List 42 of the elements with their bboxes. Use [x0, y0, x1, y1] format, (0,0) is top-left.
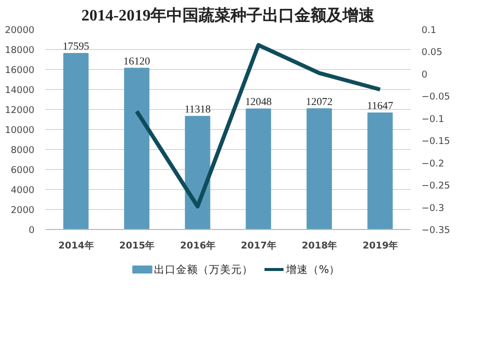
- y2-tick-label: −0.3: [422, 202, 444, 214]
- y2-tick-label: −0.1: [422, 114, 444, 125]
- y2-tick-label: 0.05: [422, 47, 442, 58]
- y-tick-label: 4000: [10, 185, 35, 196]
- x-tick-label: 2017年: [240, 240, 276, 252]
- x-tick-label: 2014年: [58, 240, 94, 252]
- y2-tick-label: −0.15: [422, 136, 450, 148]
- y-tick-label: 12000: [4, 105, 35, 116]
- y2-tick-label: 0: [422, 69, 428, 80]
- y-tick-label: 14000: [4, 85, 35, 96]
- bar: [184, 116, 210, 230]
- bar: [367, 112, 393, 230]
- y2-tick-label: −0.35: [422, 225, 450, 236]
- bar: [306, 108, 332, 230]
- y2-tick-label: −0.05: [422, 92, 450, 103]
- legend-label: 增速（%）: [284, 263, 340, 276]
- data-label: 12072: [306, 96, 333, 108]
- y-tick-label: 18000: [4, 45, 35, 56]
- data-label: 16120: [123, 56, 150, 68]
- y2-tick-label: −0.2: [422, 158, 444, 170]
- x-tick-label: 2015年: [119, 240, 154, 252]
- x-tick-label: 2019年: [362, 240, 398, 252]
- y2-tick-label: −0.25: [422, 180, 450, 192]
- data-label: 11318: [184, 104, 211, 116]
- y-tick-label: 20000: [4, 25, 35, 36]
- data-label: 17595: [62, 42, 90, 53]
- x-tick-label: 2018年: [302, 240, 337, 252]
- y-tick-label: 16000: [4, 65, 35, 76]
- y-tick-label: 10000: [4, 125, 35, 136]
- y-tick-label: 2000: [10, 205, 35, 216]
- bar: [246, 108, 272, 230]
- data-label: 12048: [245, 97, 272, 108]
- bar: [63, 53, 89, 230]
- y-tick-label: 6000: [10, 165, 35, 176]
- y2-tick-label: 0.1: [422, 25, 436, 36]
- bar: [124, 68, 150, 230]
- y-tick-label: 0: [28, 225, 35, 236]
- chart-title: 2014-2019年中国蔬菜种子出口金额及增速: [81, 6, 376, 24]
- legend-label: 出口金额（万美元）: [154, 263, 254, 276]
- x-tick-label: 2016年: [180, 240, 216, 252]
- y-tick-label: 8000: [10, 145, 35, 156]
- data-label: 11647: [366, 101, 394, 112]
